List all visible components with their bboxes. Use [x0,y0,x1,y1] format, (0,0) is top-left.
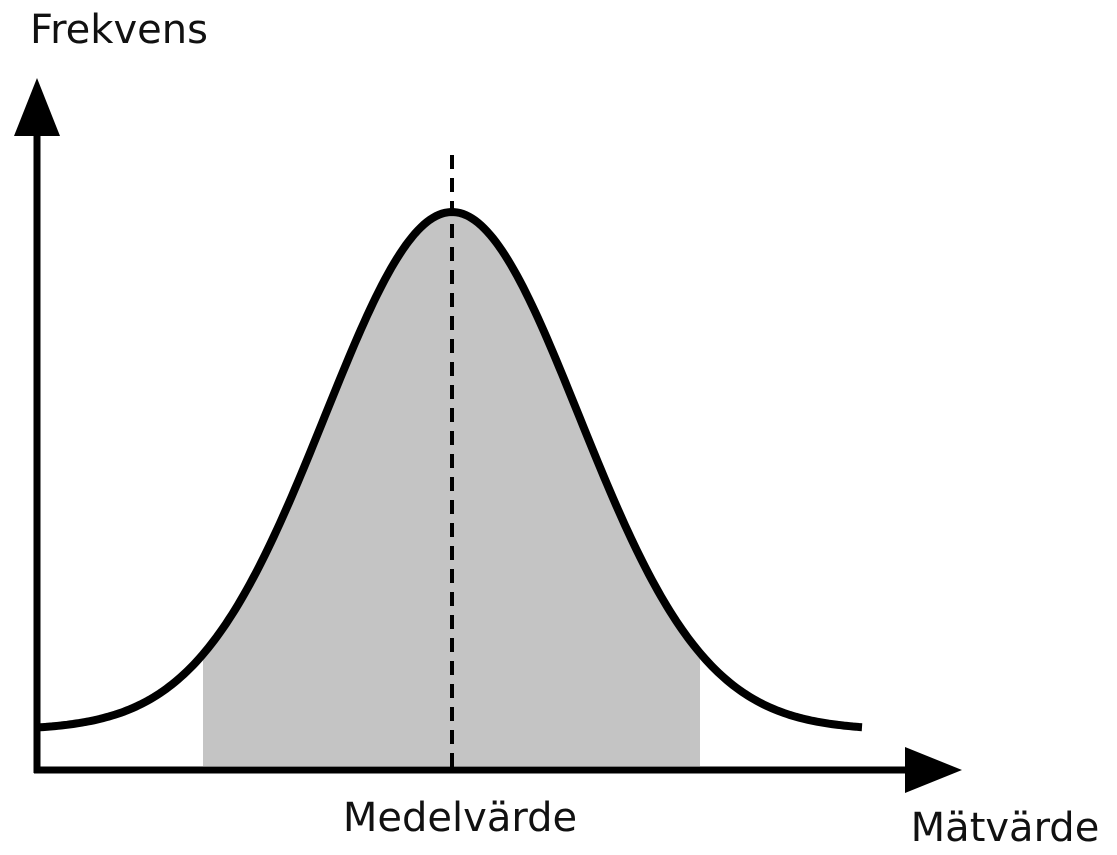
normal-curve [36,207,863,732]
y-axis-label: Frekvens [30,7,208,53]
x-axis-arrow [905,747,962,793]
y-axis-arrow [14,78,60,136]
mean-label: Medelvärde [343,795,577,841]
x-axis-label: Mätvärde [911,805,1100,851]
